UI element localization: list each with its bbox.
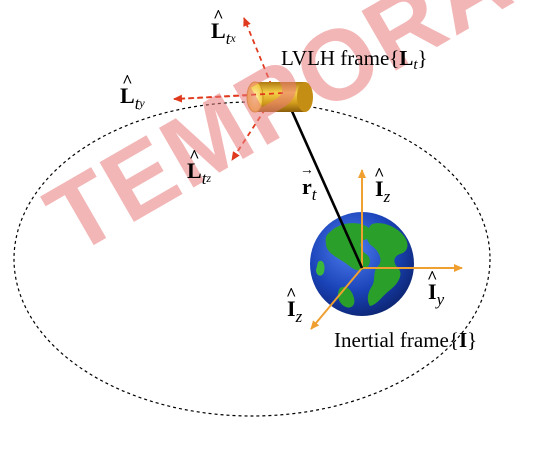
lvlh-z-label: Ltz <box>187 160 211 188</box>
inertial-z-down-label: Iz <box>287 298 302 326</box>
inertial-z-down-axis <box>310 267 363 330</box>
inertial-y-label: Iy <box>428 281 444 309</box>
inertial-frame-label: Inertial frame{I} <box>334 328 478 352</box>
lvlh-y-label: Lty <box>120 85 145 113</box>
satellite-cylinder <box>246 81 313 113</box>
position-vector-label: rt <box>302 176 317 204</box>
lvlh-x-label: Ltx <box>211 20 236 48</box>
lvlh-x-axis <box>243 17 276 95</box>
orbit-ellipse <box>13 101 491 417</box>
position-vector-arrow <box>285 99 364 269</box>
lvlh-frame-label: LVLH frame{Lt} <box>281 46 428 73</box>
inertial-z-up-label: Iz <box>375 178 390 206</box>
